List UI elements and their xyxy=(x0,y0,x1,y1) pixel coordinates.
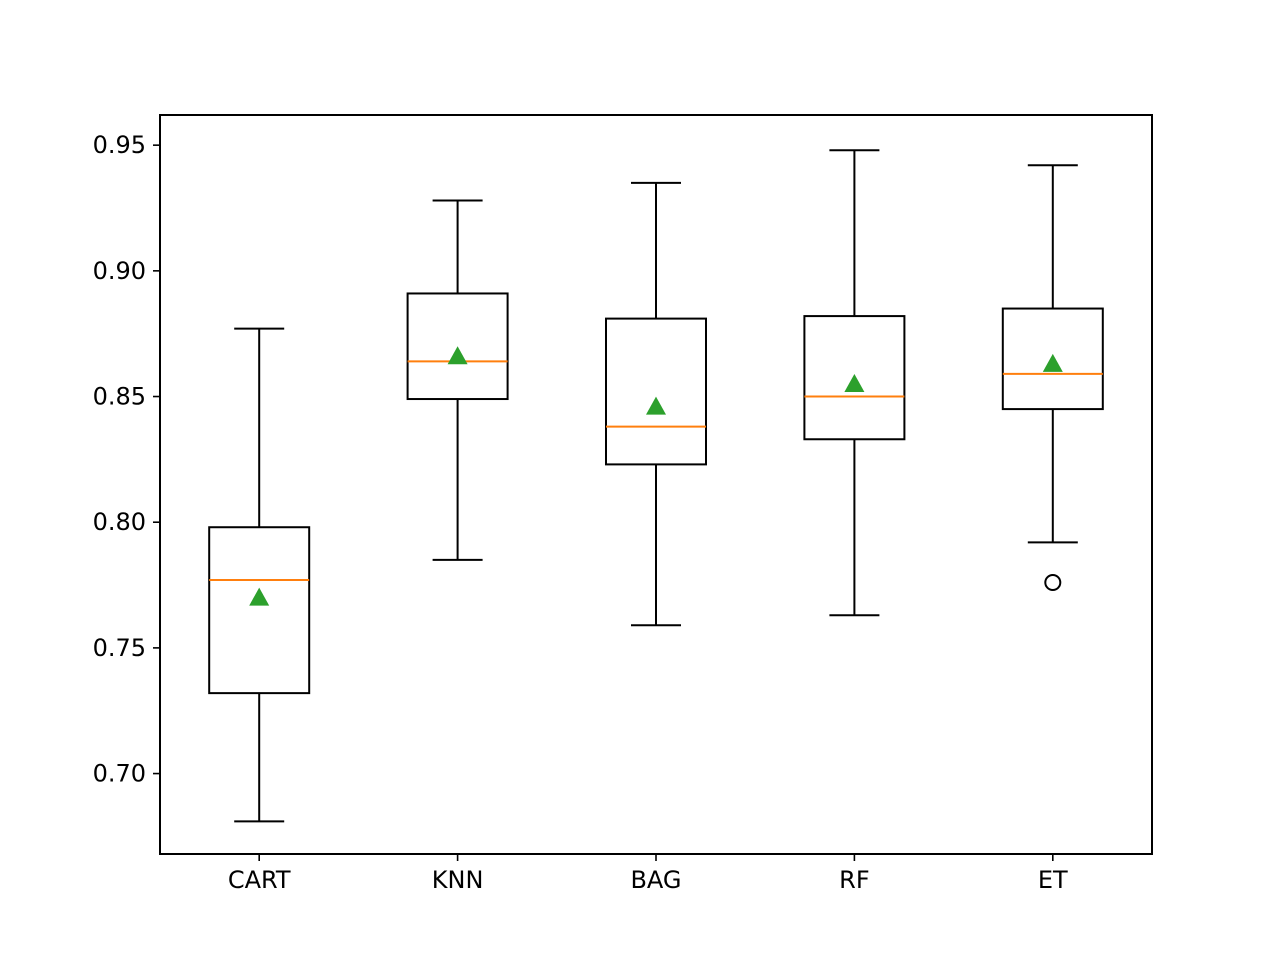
y-tick-label: 0.95 xyxy=(93,131,146,159)
mean-marker xyxy=(844,373,865,392)
x-tick-label: CART xyxy=(228,866,291,894)
axes-layer: 0.70 0.75 0.80 0.85 0.90 0.95 CART KNN BAG RF ET xyxy=(93,114,1153,894)
mean-marker xyxy=(447,346,468,365)
y-tick-label: 0.80 xyxy=(93,508,146,536)
boxes-layer xyxy=(208,149,1104,823)
box-et xyxy=(1001,164,1104,592)
x-tick-label: BAG xyxy=(630,866,681,894)
box-rf xyxy=(803,149,906,617)
box-iqr xyxy=(803,315,906,441)
y-tick-label: 0.85 xyxy=(93,383,146,411)
y-tick-label: 0.75 xyxy=(93,634,146,662)
box-iqr xyxy=(1001,307,1104,411)
box-bag xyxy=(605,181,707,627)
box-iqr xyxy=(208,526,311,695)
x-tick-label: KNN xyxy=(432,866,484,894)
mean-marker xyxy=(1042,353,1063,372)
box-cart xyxy=(208,327,311,823)
outlier-point xyxy=(1044,574,1062,592)
x-tick-label: ET xyxy=(1038,866,1068,894)
box-iqr xyxy=(605,317,707,466)
mean-marker xyxy=(249,587,270,606)
box-knn xyxy=(406,199,509,561)
mean-marker xyxy=(646,396,666,415)
x-tick-label: RF xyxy=(839,866,869,894)
y-tick-label: 0.90 xyxy=(93,257,146,285)
box-iqr xyxy=(406,292,509,401)
y-tick-label: 0.70 xyxy=(93,760,146,788)
